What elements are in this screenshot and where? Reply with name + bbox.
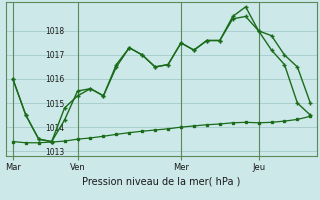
X-axis label: Pression niveau de la mer( hPa ): Pression niveau de la mer( hPa ) — [83, 176, 241, 186]
